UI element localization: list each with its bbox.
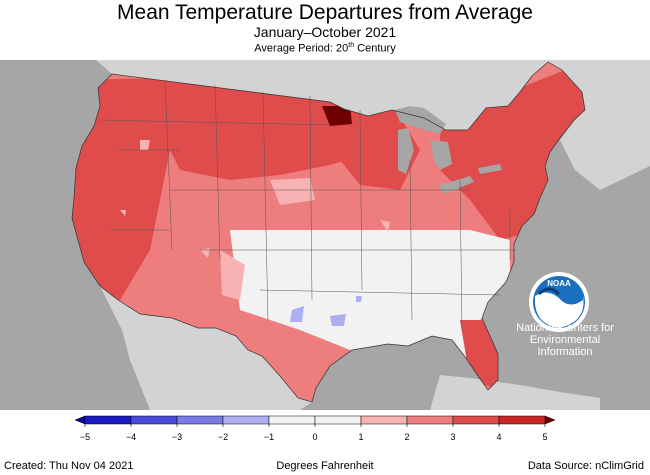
legend-tick-label-4: −1 <box>264 432 274 442</box>
org-line-3: Information <box>537 346 593 358</box>
noaa-logo-wave <box>534 292 584 328</box>
legend-swatch-6 <box>360 415 408 425</box>
legend-tick-label-6: 1 <box>358 432 363 442</box>
lake-ontario <box>478 164 502 174</box>
legend-tick-label-0: −5 <box>80 432 90 442</box>
border-rockies-plains <box>262 91 269 321</box>
map-subtitle: January–October 2021 <box>253 24 397 40</box>
average-period-sup: th <box>348 42 355 49</box>
org-line-1: National Centers for <box>516 322 614 334</box>
cool-patch-west-texas <box>290 306 304 322</box>
above-five-patch <box>322 106 352 126</box>
legend-tick-label-5: 0 <box>312 432 317 442</box>
border-coastal-interior <box>164 79 173 251</box>
border-southeast <box>459 179 463 331</box>
average-period-prefix: Average Period: 20 <box>254 42 349 55</box>
legend-swatch-4 <box>268 415 316 425</box>
state-borders <box>99 79 515 331</box>
south-near-normal-zone <box>230 230 510 370</box>
average-period: Average Period: 20th Century <box>0 42 650 55</box>
legend-tick-label-3: −2 <box>218 432 228 442</box>
west-coast-warm-zone <box>72 78 170 300</box>
data-source: Data Source: nClimGrid <box>527 460 644 472</box>
lake-erie <box>438 176 474 194</box>
legend-tick-label-9: 4 <box>496 432 501 442</box>
lake-huron <box>430 140 452 170</box>
legend-swatch-2 <box>176 415 224 425</box>
color-scale-legend: −5 −4 −3 −2 −1 0 1 2 3 4 5 <box>75 415 555 442</box>
border-plains-central <box>309 95 313 301</box>
temperature-departure-map <box>0 60 650 410</box>
border-southern-tier <box>259 289 501 296</box>
southwest-mild-zone <box>220 250 245 300</box>
nebraska-mild-zone <box>270 178 315 205</box>
legend-swatch-7 <box>406 415 454 425</box>
legend-swatch-9 <box>498 415 546 425</box>
cool-patch-north-texas <box>356 296 362 302</box>
cuba-landmass <box>430 375 600 410</box>
legend-tick-label-2: −3 <box>172 432 182 442</box>
mexico-landmass <box>100 286 312 410</box>
average-period-suffix: Century <box>354 42 396 55</box>
legend-swatch-0 <box>84 415 132 425</box>
legend-swatch-8 <box>452 415 500 425</box>
legend-swatch-3 <box>222 415 270 425</box>
created-date: Created: Thu Nov 04 2021 <box>4 460 134 472</box>
noaa-logo-bird <box>537 287 561 296</box>
legend-tick-label-7: 2 <box>404 432 409 442</box>
legend-high-arrow <box>544 415 555 425</box>
border-central-midwest <box>359 109 363 291</box>
lake-michigan <box>398 128 414 174</box>
cool-patch-central-texas <box>330 314 346 326</box>
organization-label: National Centers for Environmental Infor… <box>515 322 615 358</box>
legend-tick-label-8: 3 <box>450 432 455 442</box>
legend-swatch-5 <box>314 415 362 425</box>
legend-swatch-1 <box>130 415 178 425</box>
noaa-logo-text: NOAA <box>547 279 571 288</box>
map-title: Mean Temperature Departures from Average <box>117 1 533 24</box>
org-line-2: Environmental <box>529 334 601 346</box>
lake-superior <box>395 106 446 134</box>
units-label: Degrees Fahrenheit <box>276 460 374 472</box>
northern-plains-warm-zone <box>160 80 380 180</box>
border-far-north <box>99 119 331 126</box>
legend-tick-label-1: −4 <box>126 432 136 442</box>
noaa-logo: NOAA <box>529 272 589 332</box>
legend-tick-label-10: 5 <box>542 432 547 442</box>
canada-landmass <box>96 60 650 190</box>
border-mountain-west <box>214 84 221 261</box>
legend-low-arrow <box>75 415 86 425</box>
